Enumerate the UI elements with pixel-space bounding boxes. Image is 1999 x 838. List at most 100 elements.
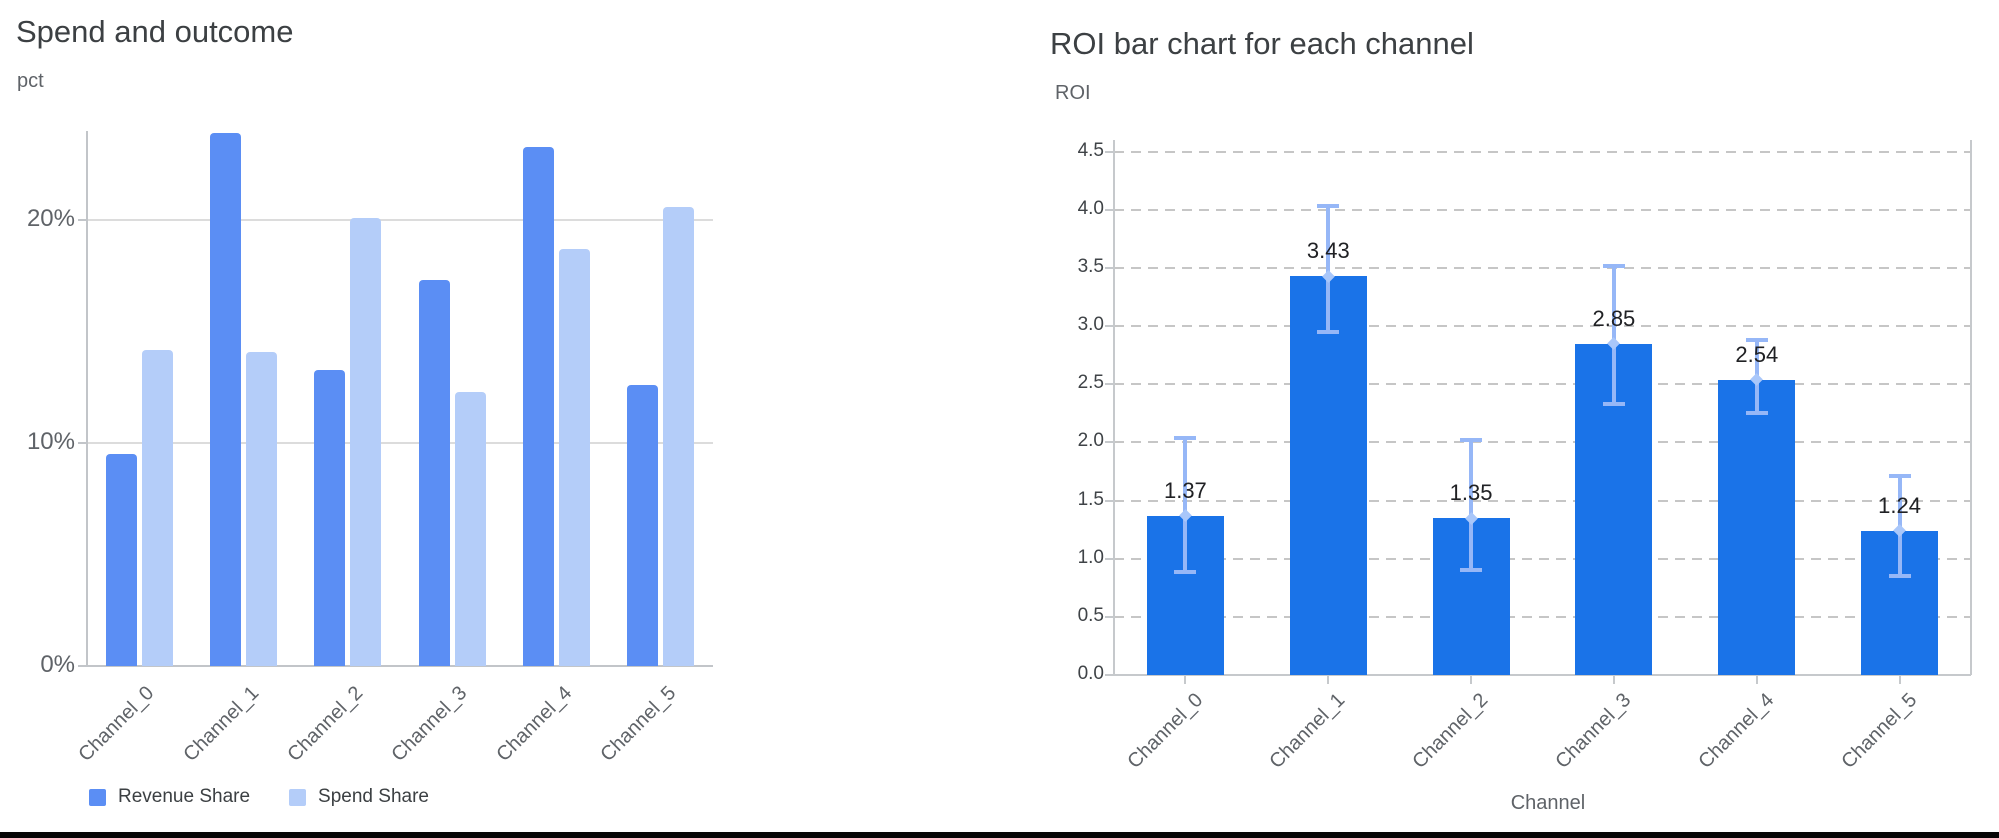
- gridline-dashed: [1114, 266, 1971, 269]
- y-axis-tick: [1105, 674, 1114, 676]
- y-tick-label: 0.0: [1077, 663, 1104, 684]
- error-whisker: [1326, 206, 1331, 332]
- y-tick-label: 0.5: [1077, 604, 1104, 626]
- legend-item-revenue-share: Revenue Share: [89, 786, 250, 808]
- plot-right-border: [1970, 140, 1972, 675]
- x-axis-tick: [1755, 675, 1758, 684]
- gridline-dashed: [1114, 499, 1971, 502]
- error-whisker: [1611, 265, 1616, 404]
- x-tick-label: Channel_3: [1551, 689, 1636, 773]
- error-cap-top: [1888, 474, 1911, 479]
- y-tick-label: 4.5: [1077, 139, 1104, 161]
- roi-x-axis-title: Channel: [1510, 792, 1586, 814]
- roi-y-unit-label: ROI: [1055, 82, 1091, 104]
- bar-spend-share: [246, 351, 277, 666]
- bar-value-label: 2.85: [1592, 305, 1636, 331]
- error-whisker: [1183, 437, 1188, 572]
- bar-spend-share: [454, 391, 486, 666]
- gridline-dashed: [1114, 557, 1971, 560]
- y-axis-tick: [1105, 208, 1114, 211]
- error-cap-top: [1317, 204, 1340, 209]
- legend-item-spend-share: Spend Share: [289, 786, 429, 808]
- gridline-dashed: [1114, 383, 1971, 386]
- spend-outcome-title: Spend and outcome: [16, 14, 294, 49]
- y-tick-label: 1.5: [1077, 488, 1104, 510]
- spend-outcome-y-unit-label: pct: [17, 70, 44, 92]
- error-cap-bottom: [1745, 411, 1768, 416]
- x-tick-label: Channel_0: [1122, 689, 1207, 773]
- x-axis-tick: [1470, 675, 1473, 684]
- spend-outcome-legend: Revenue Share Spend Share: [89, 786, 429, 808]
- y-axis-tick: [1105, 441, 1114, 444]
- x-tick-label: Channel_1: [1265, 689, 1350, 773]
- y-tick-label: 2.0: [1077, 430, 1104, 452]
- y-tick-label: 0%: [40, 651, 75, 678]
- y-tick-label: 2.5: [1077, 372, 1104, 394]
- bar-value-label: 2.54: [1735, 341, 1779, 367]
- y-axis-tick: [1105, 325, 1114, 328]
- x-axis-tick: [1898, 675, 1901, 684]
- gridline-dashed: [1114, 208, 1971, 211]
- error-cap-bottom: [1317, 329, 1340, 334]
- bar-spend-share: [141, 349, 173, 666]
- y-tick-label: 20%: [26, 205, 75, 233]
- bar-spend-share: [663, 206, 695, 666]
- roi-bar: [1289, 276, 1367, 675]
- x-axis-baseline: [87, 665, 713, 667]
- x-tick-label: Channel_4: [1694, 689, 1779, 773]
- bar-revenue-share: [627, 385, 659, 666]
- y-axis-tick: [1105, 383, 1114, 386]
- x-tick-label: Channel_5: [1837, 689, 1922, 773]
- error-cap-bottom: [1174, 569, 1197, 574]
- bar-spend-share: [350, 217, 382, 666]
- y-tick-label: 3.5: [1077, 255, 1104, 277]
- y-tick-label: 10%: [26, 428, 75, 456]
- bar-value-label: 1.37: [1163, 477, 1207, 503]
- x-axis-tick: [1327, 675, 1330, 684]
- y-axis-tick: [78, 665, 87, 667]
- y-axis-tick: [1105, 557, 1114, 560]
- gridline-dashed: [1114, 615, 1971, 618]
- x-axis-tick: [1612, 675, 1615, 684]
- y-axis-tick: [1105, 266, 1114, 269]
- bar-revenue-share: [105, 454, 137, 666]
- x-axis-tick: [1184, 675, 1187, 684]
- legend-swatch-revenue-share: [89, 788, 106, 806]
- bar-value-label: 3.43: [1306, 238, 1350, 264]
- legend-swatch-spend-share: [289, 788, 307, 806]
- roi-chart-title: ROI bar chart for each channel: [1050, 26, 1474, 61]
- y-axis-line: [1113, 140, 1115, 675]
- x-tick-label: Channel_2: [1408, 689, 1493, 773]
- error-whisker: [1469, 440, 1474, 571]
- gridline: [87, 219, 713, 222]
- bar-revenue-share: [523, 146, 554, 666]
- y-axis-tick: [78, 219, 87, 222]
- y-tick-label: 4.0: [1077, 197, 1104, 219]
- error-cap-top: [1460, 438, 1483, 443]
- y-tick-label: 1.0: [1077, 546, 1104, 568]
- legend-label-spend-share: Spend Share: [318, 786, 429, 807]
- y-axis-line: [86, 131, 88, 666]
- error-cap-bottom: [1888, 574, 1911, 579]
- bar-value-label: 1.35: [1449, 480, 1493, 505]
- error-cap-top: [1174, 435, 1197, 440]
- roi-bar: [1718, 379, 1796, 675]
- bottom-border-bar: [0, 832, 1999, 838]
- gridline-dashed: [1114, 441, 1971, 444]
- bar-revenue-share: [314, 369, 346, 666]
- y-axis-tick: [1105, 150, 1114, 153]
- x-axis-baseline: [1114, 674, 1971, 676]
- bar-revenue-share: [418, 280, 450, 666]
- gridline-dashed: [1114, 325, 1971, 328]
- gridline-dashed: [1114, 150, 1971, 153]
- y-tick-label: 3.0: [1077, 314, 1104, 336]
- y-axis-tick: [1105, 499, 1114, 502]
- bar-value-label: 1.24: [1878, 492, 1921, 518]
- y-axis-tick: [78, 442, 87, 445]
- y-axis-tick: [1105, 615, 1114, 618]
- gridline: [87, 442, 713, 445]
- legend-label-revenue-share: Revenue Share: [118, 786, 251, 807]
